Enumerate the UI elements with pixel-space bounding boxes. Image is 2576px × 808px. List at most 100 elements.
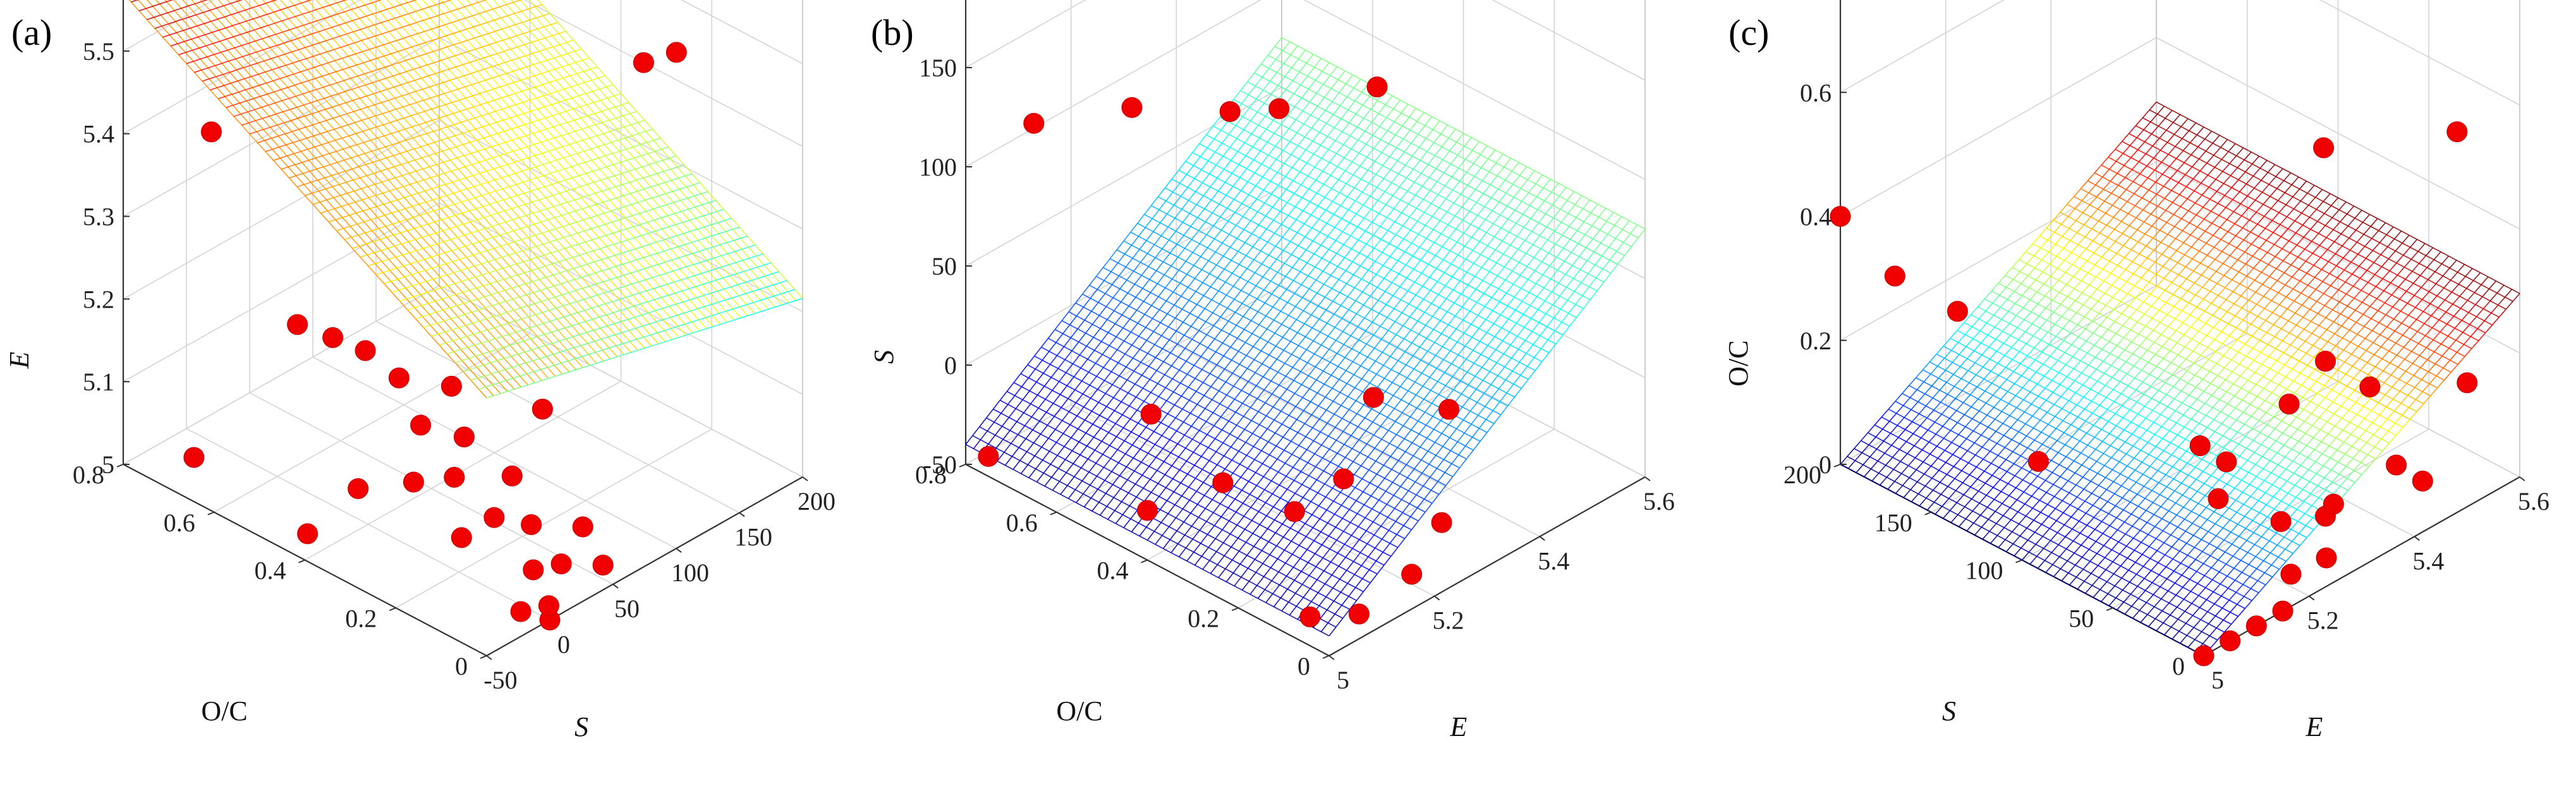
- surface-mesh-line: [347, 42, 355, 46]
- surface-mesh-line: [281, 98, 289, 102]
- surface-mesh-line: [276, 42, 284, 46]
- surface-mesh-line: [1330, 553, 1339, 563]
- surface-mesh-line: [1291, 345, 1299, 355]
- surface-mesh-line: [1159, 500, 1168, 510]
- surface-mesh-line: [2421, 371, 2429, 380]
- surface-mesh-line: [350, 75, 358, 79]
- surface-mesh-line: [1224, 546, 1232, 557]
- surface-mesh-line: [1257, 202, 1265, 212]
- surface-mesh-line: [368, 263, 375, 267]
- surface-mesh-line: [782, 302, 789, 306]
- surface-mesh-line: [2463, 336, 2471, 345]
- surface-mesh-line: [1407, 181, 1415, 191]
- surface-mesh-line: [538, 265, 545, 269]
- surface-mesh-line: [1352, 539, 1360, 549]
- surface-mesh-line: [1510, 349, 1519, 359]
- surface-mesh-line: [1293, 371, 1301, 381]
- surface-mesh-line: [1249, 198, 1257, 208]
- surface-mesh-line: [276, 111, 283, 115]
- surface-mesh-line: [198, 34, 205, 38]
- surface-mesh-line: [1364, 322, 1373, 332]
- surface-mesh-line: [1210, 178, 1218, 188]
- surface-mesh-line: [1194, 456, 1202, 466]
- surface-mesh-line: [324, 0, 638, 351]
- surface-mesh-line: [659, 193, 666, 196]
- surface-mesh-line: [432, 197, 440, 201]
- surface-mesh-line: [337, 159, 344, 163]
- surface-mesh-line: [1373, 139, 1382, 149]
- surface-mesh-line: [1319, 123, 1327, 133]
- surface-mesh-line: [1490, 375, 1498, 385]
- surface-mesh-line: [1050, 368, 1059, 378]
- surface-mesh-line: [664, 328, 672, 332]
- surface-mesh-line: [2482, 288, 2490, 298]
- surface-mesh-line: [478, 307, 486, 311]
- surface-mesh-line: [1389, 434, 1397, 444]
- data-point: [287, 314, 308, 335]
- surface-mesh-line: [258, 82, 267, 86]
- gridline: [123, 119, 440, 300]
- surface-mesh-line: [1090, 289, 1098, 299]
- surface-mesh-line: [668, 224, 676, 227]
- surface-mesh-line: [1078, 419, 1086, 430]
- surface-mesh-line: [274, 89, 281, 93]
- surface-mesh-line: [543, 172, 551, 176]
- surface-mesh-line: [536, 243, 544, 247]
- surface-mesh-line: [1269, 358, 1278, 368]
- surface-mesh-line: [1396, 338, 1405, 348]
- surface-mesh-line: [1400, 190, 1408, 200]
- surface-mesh-line: [513, 148, 520, 152]
- surface-mesh-line: [1112, 375, 1120, 385]
- surface-mesh-line: [1517, 340, 1526, 350]
- surface-mesh-line: [1143, 491, 1152, 502]
- surface-mesh-line: [1440, 124, 1449, 135]
- surface-mesh-line: [1098, 293, 1106, 303]
- surface-mesh-line: [686, 264, 694, 268]
- surface-mesh-line: [1171, 456, 1179, 466]
- surface-mesh-line: [584, 228, 592, 232]
- surface-mesh-line: [1143, 292, 1151, 302]
- surface-mesh-line: [1267, 519, 1275, 529]
- surface-mesh-line: [1244, 333, 1253, 343]
- surface-mesh-line: [365, 2, 372, 6]
- surface-mesh-line: [494, 256, 502, 260]
- surface-mesh-line: [1069, 315, 1078, 325]
- surface-mesh-line: [1545, 205, 1553, 215]
- surface-mesh-line: [317, 18, 324, 21]
- surface-mesh-line: [598, 155, 606, 159]
- surface-mesh-line: [1464, 237, 1473, 247]
- surface-mesh-line: [521, 237, 529, 241]
- surface-mesh-line: [1473, 341, 1481, 351]
- surface-mesh-line: [1316, 284, 1325, 294]
- surface-mesh-line: [476, 137, 484, 141]
- surface-mesh-line: [638, 279, 646, 283]
- surface-mesh-line: [1372, 226, 1381, 236]
- surface-mesh-line: [795, 298, 803, 301]
- surface-mesh-line: [1188, 378, 1196, 388]
- surface-mesh-line: [1280, 488, 1288, 498]
- surface-mesh-line: [530, 336, 538, 340]
- surface-mesh-line: [447, 135, 456, 139]
- surface-mesh-line: [1324, 474, 1332, 485]
- surface-mesh-line: [498, 221, 506, 225]
- surface-mesh-line: [1393, 199, 1401, 209]
- surface-mesh-line: [1285, 180, 1294, 190]
- surface-mesh-line: [293, 71, 301, 75]
- surface-mesh-line: [644, 266, 652, 270]
- surface-mesh-line: [1380, 417, 1388, 427]
- surface-mesh-line: [1229, 524, 1237, 534]
- surface-mesh-line: [1176, 521, 1184, 531]
- surface-mesh-line: [357, 73, 365, 77]
- surface-mesh-line: [1168, 317, 1176, 327]
- surface-mesh-line: [1331, 565, 1339, 576]
- surface-mesh-line: [1522, 205, 1531, 215]
- surface-mesh-line: [561, 53, 568, 57]
- surface-mesh-line: [2413, 367, 2421, 376]
- surface-mesh-line: [2243, 588, 2252, 597]
- surface-mesh-line: [1090, 389, 1098, 399]
- surface-mesh-line: [1609, 251, 1617, 261]
- surface-mesh-line: [2255, 548, 2263, 557]
- surface-mesh-line: [1237, 329, 1245, 339]
- surface-mesh-line: [1130, 509, 1138, 519]
